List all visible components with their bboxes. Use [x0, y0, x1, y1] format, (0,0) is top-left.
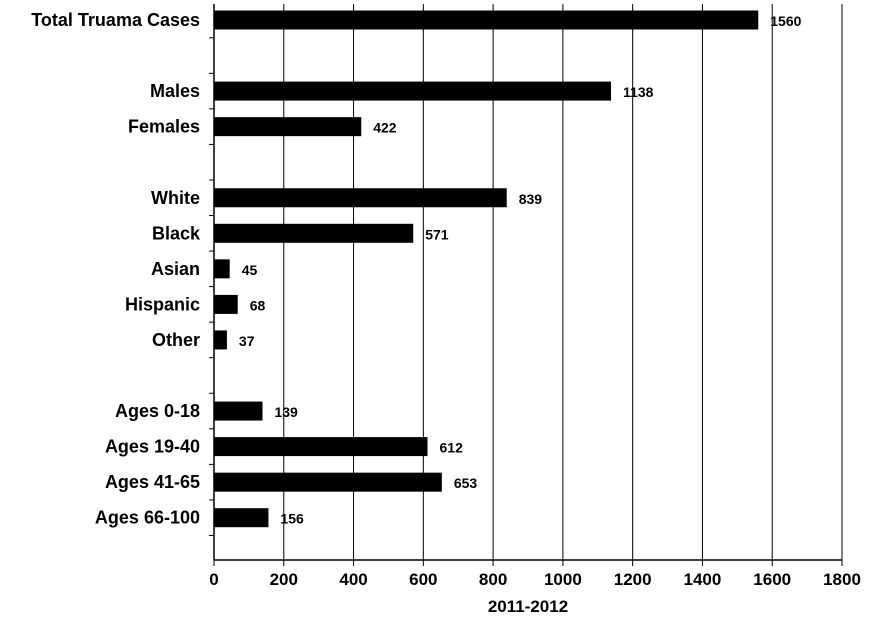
bar — [214, 81, 612, 101]
value-label: 422 — [373, 120, 397, 136]
value-label: 839 — [519, 191, 543, 207]
x-tick-labels: 0 200 400 600 800 1000 1200 1400 1600 1800 — [209, 570, 861, 589]
value-label: 571 — [425, 226, 449, 242]
x-tick-label: 600 — [409, 570, 437, 589]
x-tick-label: 200 — [270, 570, 298, 589]
category-label: Males — [150, 81, 200, 101]
value-labels: 1560 1138 422 839 571 45 68 37 139 612 653 156 — [239, 13, 802, 527]
x-tick-label: 400 — [339, 570, 367, 589]
bar — [214, 472, 442, 492]
bar — [214, 223, 414, 243]
category-label: Ages 66-100 — [95, 508, 200, 528]
x-tick-label: 1200 — [614, 570, 652, 589]
category-label: Ages 41-65 — [105, 472, 200, 492]
x-tick-label: 1600 — [753, 570, 791, 589]
category-labels: Total Truama Cases Males Females White Black… — [31, 10, 201, 528]
bar — [214, 437, 428, 457]
bar — [214, 508, 269, 528]
value-label: 45 — [242, 262, 258, 278]
bar — [214, 10, 759, 30]
category-label: Females — [128, 117, 200, 137]
bar — [214, 330, 227, 350]
axes — [209, 4, 843, 566]
value-label: 68 — [250, 297, 266, 313]
value-label: 37 — [239, 333, 255, 349]
bar — [214, 117, 362, 137]
x-tick-label: 800 — [479, 570, 507, 589]
category-label: Ages 19-40 — [105, 437, 200, 457]
value-label: 653 — [454, 475, 478, 491]
x-tick-label: 1400 — [684, 570, 722, 589]
value-label: 156 — [280, 511, 304, 527]
value-label: 139 — [274, 404, 298, 420]
x-tick-label: 0 — [209, 570, 218, 589]
value-label: 1138 — [623, 84, 654, 100]
category-label: Hispanic — [125, 294, 200, 314]
bar — [214, 259, 230, 279]
category-label: Total Truama Cases — [31, 10, 200, 30]
bar — [214, 188, 507, 208]
category-label: Ages 0-18 — [115, 401, 200, 421]
category-label: White — [151, 188, 200, 208]
value-label: 1560 — [770, 13, 801, 29]
bar — [214, 294, 238, 314]
bar — [214, 401, 263, 421]
x-axis-title: 2011-2012 — [488, 597, 568, 616]
value-label: 612 — [440, 440, 464, 456]
x-tick-label: 1000 — [544, 570, 582, 589]
category-label: Black — [152, 223, 201, 243]
category-label: Asian — [151, 259, 200, 279]
category-label: Other — [152, 330, 200, 350]
x-tick-label: 1800 — [823, 570, 861, 589]
bars — [214, 10, 759, 528]
